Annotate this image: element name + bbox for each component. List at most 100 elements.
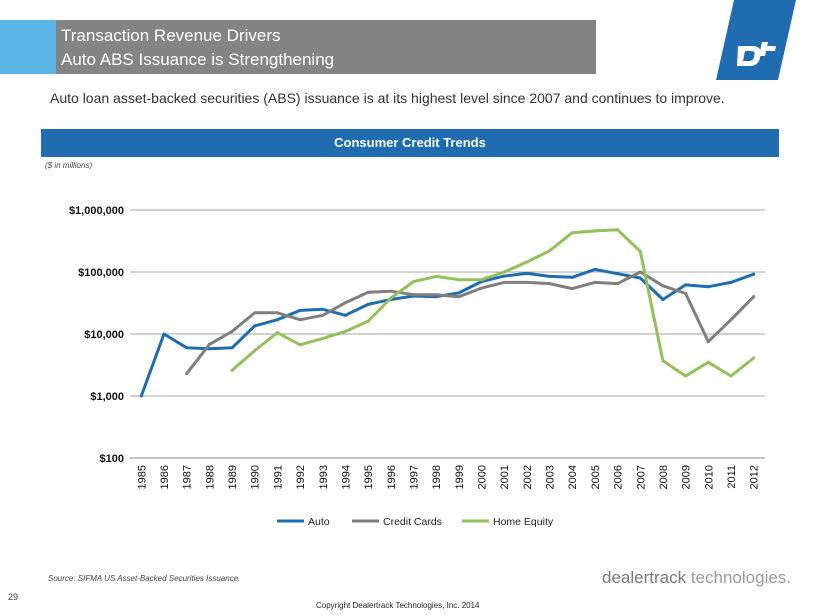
data-point bbox=[457, 278, 461, 282]
x-tick-label: 2005 bbox=[590, 465, 602, 489]
data-point bbox=[162, 332, 166, 336]
data-point bbox=[230, 368, 234, 372]
data-point bbox=[185, 346, 189, 350]
data-point bbox=[661, 359, 665, 363]
data-point bbox=[684, 292, 688, 296]
data-point bbox=[638, 249, 642, 253]
x-tick-label: 1994 bbox=[340, 465, 352, 489]
x-tick-label: 1985 bbox=[136, 465, 148, 489]
data-point bbox=[298, 318, 302, 322]
x-tick-label: 1986 bbox=[159, 465, 171, 489]
data-point bbox=[593, 267, 597, 271]
x-tick-label: 1991 bbox=[272, 465, 284, 489]
x-tick-label: 1999 bbox=[454, 465, 466, 489]
data-point bbox=[684, 374, 688, 378]
data-point bbox=[298, 343, 302, 347]
y-tick-label: $1,000 bbox=[90, 391, 124, 403]
data-point bbox=[366, 290, 370, 294]
data-point bbox=[389, 289, 393, 293]
title-bar bbox=[56, 20, 596, 74]
x-tick-label: 2006 bbox=[613, 465, 625, 489]
data-point bbox=[616, 228, 620, 232]
data-point bbox=[207, 347, 211, 351]
data-point bbox=[502, 274, 506, 278]
x-tick-label: 1988 bbox=[204, 465, 216, 489]
data-point bbox=[366, 302, 370, 306]
data-point bbox=[570, 287, 574, 291]
section-banner: Consumer Credit Trends bbox=[41, 129, 779, 157]
data-point bbox=[480, 278, 484, 282]
x-tick-label: 1992 bbox=[295, 465, 307, 489]
data-point bbox=[752, 356, 756, 360]
copyright-text: Copyright Dealertrack Technologies, Inc.… bbox=[316, 601, 480, 610]
legend-label: Auto bbox=[308, 516, 330, 528]
legend-label: Home Equity bbox=[493, 516, 554, 528]
data-point bbox=[548, 249, 552, 253]
data-point bbox=[457, 295, 461, 299]
data-point bbox=[616, 282, 620, 286]
data-point bbox=[684, 283, 688, 287]
data-point bbox=[434, 274, 438, 278]
units-note: ($ in millions) bbox=[45, 161, 93, 170]
x-tick-label: 2010 bbox=[703, 465, 715, 489]
legend-label: Credit Cards bbox=[383, 516, 442, 528]
x-tick-label: 2001 bbox=[499, 465, 511, 489]
data-point bbox=[752, 295, 756, 299]
slide-subtitle: Auto ABS Issuance is Strengthening bbox=[61, 50, 335, 69]
data-point bbox=[729, 280, 733, 284]
data-point bbox=[706, 340, 710, 344]
data-point bbox=[480, 286, 484, 290]
data-point bbox=[548, 282, 552, 286]
data-point bbox=[616, 272, 620, 276]
x-tick-label: 2000 bbox=[477, 465, 489, 489]
data-point bbox=[321, 307, 325, 311]
x-tick-label: 2004 bbox=[567, 465, 579, 489]
data-point bbox=[638, 270, 642, 274]
y-tick-label: $1,000,000 bbox=[69, 205, 124, 217]
data-point bbox=[343, 329, 347, 333]
data-point bbox=[502, 270, 506, 274]
x-tick-label: 1993 bbox=[318, 465, 330, 489]
data-point bbox=[411, 280, 415, 284]
data-point bbox=[230, 346, 234, 350]
data-point bbox=[525, 260, 529, 264]
data-point bbox=[321, 336, 325, 340]
data-point bbox=[185, 372, 189, 376]
data-point bbox=[661, 284, 665, 288]
brand-word-technologies: technologies. bbox=[690, 568, 792, 587]
svg-text:TM: TM bbox=[782, 73, 789, 79]
data-point bbox=[343, 301, 347, 305]
data-point bbox=[570, 231, 574, 235]
y-tick-label: $100,000 bbox=[78, 267, 124, 279]
data-point bbox=[729, 374, 733, 378]
data-point bbox=[752, 272, 756, 276]
slide-title: Transaction Revenue Drivers bbox=[61, 26, 281, 45]
data-point bbox=[525, 280, 529, 284]
data-point bbox=[275, 331, 279, 335]
brand-wordmark: dealertrack technologies. bbox=[602, 568, 791, 588]
title-accent-block bbox=[0, 20, 56, 74]
data-point bbox=[253, 349, 257, 353]
data-point bbox=[275, 318, 279, 322]
data-point bbox=[343, 313, 347, 317]
x-tick-label: 1995 bbox=[363, 465, 375, 489]
data-point bbox=[298, 308, 302, 312]
data-point bbox=[593, 229, 597, 233]
data-point bbox=[275, 311, 279, 315]
data-point bbox=[638, 276, 642, 280]
series-line-auto bbox=[139, 267, 756, 398]
x-tick-label: 2009 bbox=[681, 465, 693, 489]
series-line-home-equity bbox=[230, 228, 756, 378]
dealertrack-dt-logo-icon: TM bbox=[716, 0, 796, 80]
x-tick-label: 1996 bbox=[386, 465, 398, 489]
x-tick-label: 2012 bbox=[749, 465, 761, 489]
x-tick-label: 1998 bbox=[431, 465, 443, 489]
y-tick-label: $10,000 bbox=[84, 329, 124, 341]
series-line-credit-cards bbox=[185, 270, 756, 376]
x-tick-label: 2002 bbox=[522, 465, 534, 489]
data-point bbox=[139, 394, 143, 398]
data-point bbox=[502, 280, 506, 284]
data-point bbox=[411, 293, 415, 297]
x-tick-label: 1990 bbox=[250, 465, 262, 489]
data-point bbox=[253, 324, 257, 328]
